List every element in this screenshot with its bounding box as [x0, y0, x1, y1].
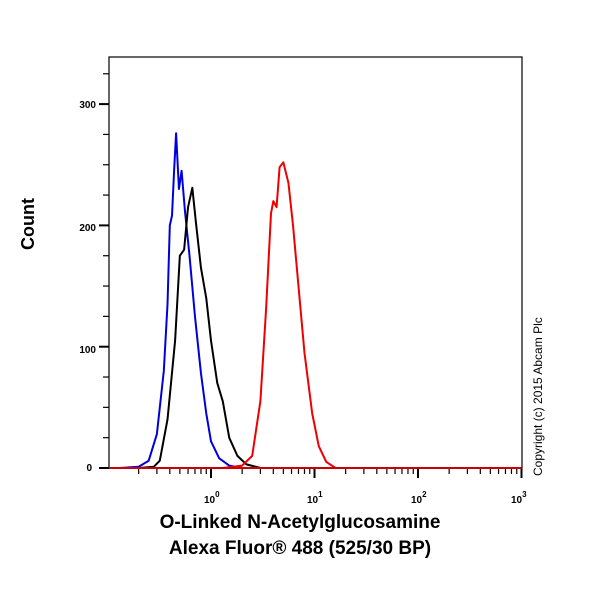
x-tick-labels: 100 101 102 103 [204, 490, 527, 506]
curve-blue [119, 132, 243, 469]
x-axis-label-line2: Alexa Fluor® 488 (525/30 BP) [168, 538, 432, 559]
x-tick-label: 100 [204, 490, 220, 506]
y-axis-label: Count [18, 198, 38, 250]
y-tick-label: 200 [79, 223, 96, 234]
y-tick-labels: 300 200 100 0 [79, 100, 96, 474]
y-tick-label: 100 [79, 345, 96, 356]
x-tick-label: 101 [307, 490, 323, 506]
y-tick-label: 0 [86, 463, 92, 474]
x-tick-label: 103 [511, 490, 527, 506]
plot-frame [108, 56, 523, 469]
copyright-text: Copyright (c) 2015 Abcam Plc [531, 317, 545, 476]
x-tick-label: 102 [411, 490, 427, 506]
x-axis-label-line1: O-Linked N-Acetylglucosamine [159, 512, 441, 533]
curve-red [222, 161, 337, 469]
curve-black [138, 186, 261, 469]
y-tick-label: 300 [79, 100, 96, 111]
y-axis [99, 73, 109, 469]
x-axis [138, 468, 523, 478]
histogram-curves [109, 132, 522, 469]
